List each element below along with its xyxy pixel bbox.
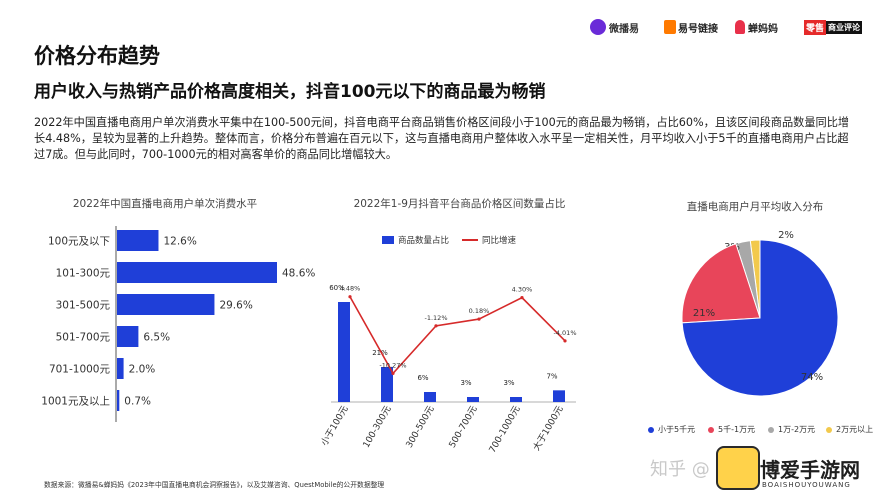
weiboyi-logo-text: 微播易 [609,23,639,35]
chart2-category-label: 100-300元 [362,405,394,450]
chart1-value-label: 2.0% [129,364,156,376]
chart3-legend-item: 5千-1万元 [708,424,755,435]
chart2-bar [510,397,522,402]
site-watermark-badge [716,446,760,490]
chart3-legend-item: 1万-2万元 [768,424,815,435]
yihao-logo-icon [664,20,676,34]
chart2-title: 2022年1-9月抖音平台商品价格区间数量占比 [353,198,566,210]
chart2-bar-label: 60% [329,284,345,292]
retail-logo-text: 商业评论 [826,20,863,34]
chart2-bar [338,302,350,402]
chart1-category-label: 701-1000元 [49,364,111,376]
retail-logo-box: 零售 [804,19,827,35]
chart1-bar [117,358,124,379]
chart2-bar [381,367,393,402]
chart1-category-label: 501-700元 [56,332,111,344]
yihao-logo: 易号链接 [664,18,718,36]
chart1-horizontal-bar: 100元及以下 12.6% 101-300元 48.6% 301-500元 29.6% 50… [41,226,315,422]
chart3-legend-label: 2万元以上 [836,425,874,434]
chanmama-logo-text: 蝉妈妈 [748,23,778,35]
chart2-bar-label: 6% [417,374,428,382]
chanmama-logo-icon [735,20,745,34]
chart3-slice-label: 74% [801,372,823,383]
chart2-legend-line: 同比增速 [462,234,516,246]
chart1-value-label: 0.7% [124,396,151,408]
chart2-line-point [348,295,352,299]
chart2-category-label: 大于1000元 [530,404,565,453]
weiboyi-logo: 微播易 [590,18,639,36]
chart3-slice-label: 21% [693,308,715,319]
retail-review-logo: 零售 商业评论 [804,18,863,36]
chart3-legend-swatch [648,426,654,433]
chanmama-logo: 蝉妈妈 [735,18,778,36]
chart2-category-label: 小于100元 [319,404,351,448]
weiboyi-logo-icon [590,19,606,35]
chart1-value-label: 29.6% [219,300,252,312]
chart2-line-label: -10.27% [379,361,406,369]
legend-line-label: 同比增速 [482,236,517,246]
legend-line-swatch [462,239,478,241]
chart1-bar [117,262,277,283]
chart1-category-label: 301-500元 [56,300,111,312]
chart3-legend-swatch [826,426,832,433]
chart3-legend-label: 1万-2万元 [778,425,816,434]
chart1-bar [117,230,159,251]
chart2-line-label: -1.12% [425,314,448,322]
yihao-logo-text: 易号链接 [678,23,718,35]
chart2-line-point [477,317,481,321]
chart2-bar [553,390,565,402]
chart3-legend-swatch [708,426,714,433]
chart1-bar [117,294,215,315]
chart3-legend-item: 2万元以上 [826,424,873,435]
chart2-bar [424,392,436,402]
chart2-line-label: 4.30% [512,286,533,294]
chart3-legend: 小于5千元 5千-1万元 1万-2万元 2万元以上 [648,424,888,438]
legend-bar-swatch [382,236,394,244]
chart2-combo-chart: 60% 小于100元 21% 100-300元 6% 300-500元 3% 500-700元… [319,284,577,455]
chart1-value-label: 6.5% [143,332,170,344]
chart1-category-label: 1001元及以上 [41,396,110,408]
zhihu-watermark: 知乎 @ [650,459,710,480]
chart2-line-point [434,324,438,328]
chart1-value-label: 12.6% [163,236,196,248]
site-watermark-name: 博爱手游网 [760,458,860,482]
chart2-growth-line [349,296,566,375]
chart1-bar [117,326,139,347]
legend-bar-label: 商品数量占比 [398,236,450,246]
page-subtitle: 用户收入与热销产品价格高度相关，抖音100元以下的商品最为畅销 [34,82,546,102]
chart2-line-point [563,339,567,343]
chart2-line-label: 4.48% [340,285,361,293]
chart3-title: 直播电商用户月平均收入分布 [686,201,824,213]
site-watermark-en: BOAISHOUYOUWANG [762,481,851,489]
chart2-line-label: 0.18% [469,307,490,315]
body-text: 2022年中国直播电商用户单次消费水平集中在100-500元间，抖音电商平台商品… [34,116,850,161]
page-title: 价格分布趋势 [34,44,160,68]
chart1-value-label: 48.6% [282,268,315,280]
chart3-pie: 2%3%21%74% [681,230,839,397]
chart2-bar-label: 21% [372,349,388,357]
chart2-category-label: 500-700元 [448,405,480,450]
chart1-category-label: 100元及以下 [48,236,110,248]
chart3-legend-swatch [768,426,774,433]
chart2-line-point [391,371,395,376]
chart3-legend-label: 5千-1万元 [718,425,756,434]
chart2-line-label: -4.01% [554,329,577,337]
chart3-slice [681,243,761,324]
chart1-title: 2022年中国直播电商用户单次消费水平 [72,198,258,210]
chart2-bar-label: 3% [460,379,471,387]
chart3-legend-label: 小于5千元 [658,425,696,434]
chart1-category-label: 101-300元 [56,268,111,280]
chart2-legend-bar: 商品数量占比 [382,234,449,246]
footer-source: 数据来源：微播易&蝉妈妈《2023年中国直播电商机会洞察报告》，以及艾媒咨询、Q… [44,481,385,489]
chart2-line-point [520,296,524,300]
chart2-bar-label: 3% [503,379,514,387]
chart3-slice-label: 2% [778,230,794,241]
chart2-bar [467,397,479,402]
chart1-bar [117,390,120,411]
chart3-slice [681,239,839,397]
chart2-category-label: 700-1000元 [488,405,523,455]
chart2-bar-label: 7% [546,372,557,380]
chart3-legend-item: 小于5千元 [648,424,695,435]
chart2-category-label: 300-500元 [405,405,437,450]
